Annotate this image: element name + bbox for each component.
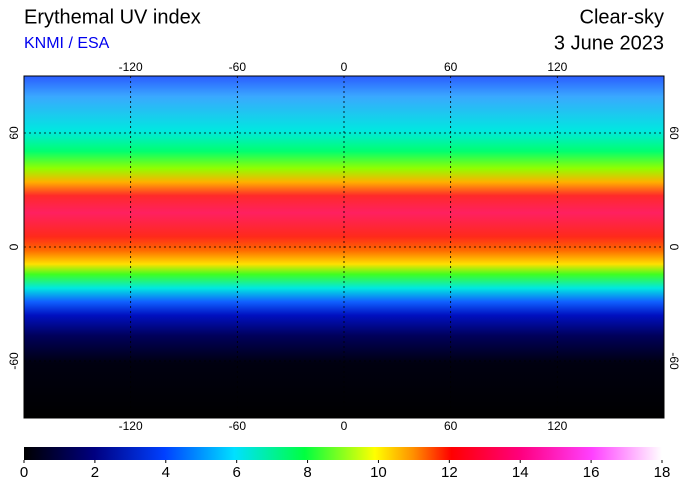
lat-label-right: 60 [667, 126, 681, 140]
lon-label-bottom: -120 [119, 419, 143, 433]
lon-label-bottom: 60 [444, 419, 458, 433]
lat-label-right: -60 [667, 352, 681, 370]
colorbar-tick-label: 10 [370, 464, 387, 481]
colorbar-tick-label: 16 [583, 464, 600, 481]
colorbar-tick-label: 4 [162, 464, 170, 481]
colorbar-tick-label: 0 [20, 464, 28, 481]
colorbar-tick-label: 14 [512, 464, 529, 481]
colorbar-tick-label: 6 [232, 464, 240, 481]
colorbar-tick-label: 8 [303, 464, 311, 481]
colorbar-tick-label: 12 [441, 464, 458, 481]
lon-label-top: 0 [341, 60, 348, 74]
colorbar-tick-label: 18 [654, 464, 671, 481]
condition: Clear-sky [580, 6, 664, 28]
lon-label-bottom: -60 [229, 419, 247, 433]
date: 3 June 2023 [554, 32, 664, 54]
lat-label-left: 60 [7, 126, 21, 140]
colorbar [24, 447, 662, 460]
colorbar-tick-label: 2 [91, 464, 99, 481]
lon-label-bottom: 120 [547, 419, 567, 433]
lat-label-right: 0 [667, 244, 681, 251]
lat-label-left: -60 [7, 352, 21, 370]
lon-label-top: -120 [119, 60, 143, 74]
map-frame [23, 75, 665, 419]
lon-label-top: 120 [547, 60, 567, 74]
graticule [24, 76, 664, 418]
lat-label-left: 0 [7, 243, 21, 250]
subtitle: KNMI / ESA [24, 35, 110, 52]
lon-label-top: 60 [444, 60, 458, 74]
title: Erythemal UV index [24, 6, 201, 28]
lon-label-bottom: 0 [341, 419, 348, 433]
lon-label-top: -60 [229, 60, 247, 74]
